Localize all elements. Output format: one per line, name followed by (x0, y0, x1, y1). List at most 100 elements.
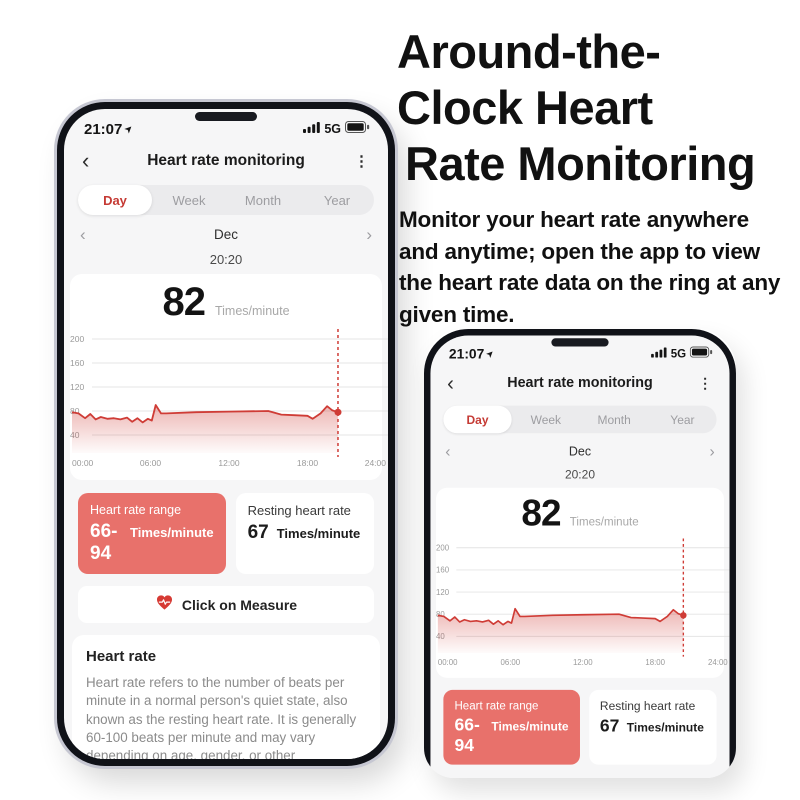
tab-month[interactable]: Month (244, 192, 282, 208)
nav-bar: ‹ Heart rate monitoring ⋮ (64, 146, 388, 176)
phone-right-screen: 21:07 ➤ 5G ‹ Heart rat (430, 335, 730, 778)
range-card: Heart rate range 66-94 Times/minute (443, 689, 580, 765)
prev-icon[interactable]: ‹ (80, 225, 86, 244)
network-label: 5G (324, 122, 341, 136)
status-time: 21:07 (84, 120, 123, 138)
svg-text:200: 200 (436, 544, 450, 553)
resting-value: 67 (247, 522, 269, 543)
range-card: Heart rate range 66-94 Times/minute (78, 493, 226, 574)
stat-cards-row: Heart rate range 66-94 Times/minute Rest… (78, 493, 374, 574)
info-card: Heart rate Heart rate refers to the numb… (72, 635, 380, 759)
heart-rate-unit: Times/minute (214, 304, 290, 318)
range-unit: Times/minute (130, 525, 214, 540)
status-bar: 21:07 ➤ 5G (430, 335, 729, 362)
next-icon[interactable]: › (709, 442, 715, 461)
heart-rate-value: 82 (162, 280, 205, 324)
svg-text:18:00: 18:00 (645, 658, 665, 667)
resting-unit: Times/minute (626, 720, 704, 735)
resting-card: Resting heart rate 67 Times/minute (235, 493, 374, 574)
page-title: Heart rate monitoring (507, 375, 653, 391)
svg-text:00:00: 00:00 (72, 458, 94, 468)
resting-value: 67 (599, 716, 620, 737)
location-arrow-icon: ➤ (484, 347, 498, 361)
signal-icon (303, 120, 321, 138)
tab-year[interactable]: Year (670, 412, 695, 427)
headline-line-1: Around-the- (397, 25, 661, 78)
tab-bar: Day Week Month Year (78, 185, 374, 215)
svg-text:06:00: 06:00 (501, 658, 521, 667)
tab-month[interactable]: Month (597, 412, 631, 427)
page-title: Heart rate monitoring (147, 152, 305, 169)
heart-ecg-icon (155, 593, 174, 617)
battery-icon (689, 346, 713, 363)
back-icon[interactable]: ‹ (447, 371, 454, 395)
svg-text:120: 120 (436, 588, 450, 597)
chart-card: 82 Times/minute 200160120804000:0006:001… (70, 274, 388, 480)
nav-bar: ‹ Heart rate monitoring ⋮ (430, 370, 729, 398)
battery-icon (345, 120, 370, 138)
notch (551, 338, 609, 347)
headline-line-3: Rate Monitoring (405, 136, 756, 190)
measure-label: Click on Measure (181, 596, 298, 613)
range-unit: Times/minute (491, 719, 569, 734)
back-icon[interactable]: ‹ (82, 148, 90, 173)
tab-day[interactable]: Day (78, 185, 152, 215)
svg-text:24:00: 24:00 (365, 458, 387, 468)
status-bar: 21:07 ➤ 5G (64, 109, 388, 138)
next-icon[interactable]: › (366, 225, 372, 244)
svg-text:80: 80 (436, 610, 445, 619)
range-value: 66-94 (90, 521, 118, 564)
stat-cards-row: Heart rate range 66-94 Times/minute Rest… (443, 689, 717, 765)
tab-week[interactable]: Week (530, 412, 562, 427)
range-value: 66-94 (454, 715, 480, 756)
svg-text:00:00: 00:00 (438, 658, 458, 667)
svg-text:18:00: 18:00 (297, 458, 319, 468)
svg-text:120: 120 (70, 382, 84, 392)
subtitle: Monitor your heart rate anywhere and any… (399, 207, 781, 327)
resting-title: Resting heart rate (247, 503, 351, 518)
tab-year[interactable]: Year (323, 192, 351, 208)
prev-icon[interactable]: ‹ (445, 442, 451, 461)
svg-text:160: 160 (436, 566, 450, 575)
tab-day[interactable]: Day (443, 405, 512, 434)
range-title: Heart rate range (90, 503, 182, 517)
reading-time: 20:20 (564, 467, 596, 482)
date-nav: ‹ Dec › (445, 443, 715, 459)
chart-card: 82 Times/minute 200160120804000:0006:001… (435, 487, 730, 678)
month-label: Dec (568, 444, 592, 459)
heart-rate-value: 82 (521, 493, 561, 534)
headline-line-2: Clock Heart (397, 80, 653, 134)
svg-text:12:00: 12:00 (218, 458, 240, 468)
svg-text:06:00: 06:00 (140, 458, 162, 468)
tab-week[interactable]: Week (172, 192, 206, 208)
network-label: 5G (670, 347, 687, 361)
headline: Around-the- Clock Heart Rate Monitoring (397, 24, 795, 192)
resting-card: Resting heart rate 67 Times/minute (588, 689, 717, 765)
reading-time: 20:20 (209, 252, 243, 267)
measure-button[interactable]: Click on Measure (78, 586, 374, 623)
status-time: 21:07 (448, 346, 485, 362)
location-arrow-icon: ➤ (122, 122, 137, 136)
kebab-menu-icon[interactable]: ⋮ (354, 153, 370, 170)
month-label: Dec (213, 227, 238, 242)
info-title: Heart rate (86, 648, 157, 665)
resting-unit: Times/minute (276, 526, 361, 541)
svg-text:12:00: 12:00 (573, 658, 593, 667)
signal-icon (651, 346, 667, 363)
phone-right: 21:07 ➤ 5G ‹ Heart rat (424, 329, 736, 778)
range-title: Heart rate range (454, 699, 539, 713)
svg-text:200: 200 (70, 334, 84, 344)
phone-left-screen: 21:07 ➤ 5G ‹ Heart rate monitoring ⋮ (64, 109, 388, 759)
heart-rate-unit: Times/minute (569, 515, 639, 529)
phone-left: 21:07 ➤ 5G ‹ Heart rate monitoring ⋮ (57, 102, 395, 766)
notch (195, 112, 257, 121)
date-nav: ‹ Dec › (80, 226, 372, 243)
tab-bar: Day Week Month Year (443, 405, 717, 434)
kebab-menu-icon[interactable]: ⋮ (698, 376, 713, 392)
resting-title: Resting heart rate (599, 699, 696, 713)
svg-text:80: 80 (70, 406, 80, 416)
svg-text:160: 160 (70, 358, 84, 368)
